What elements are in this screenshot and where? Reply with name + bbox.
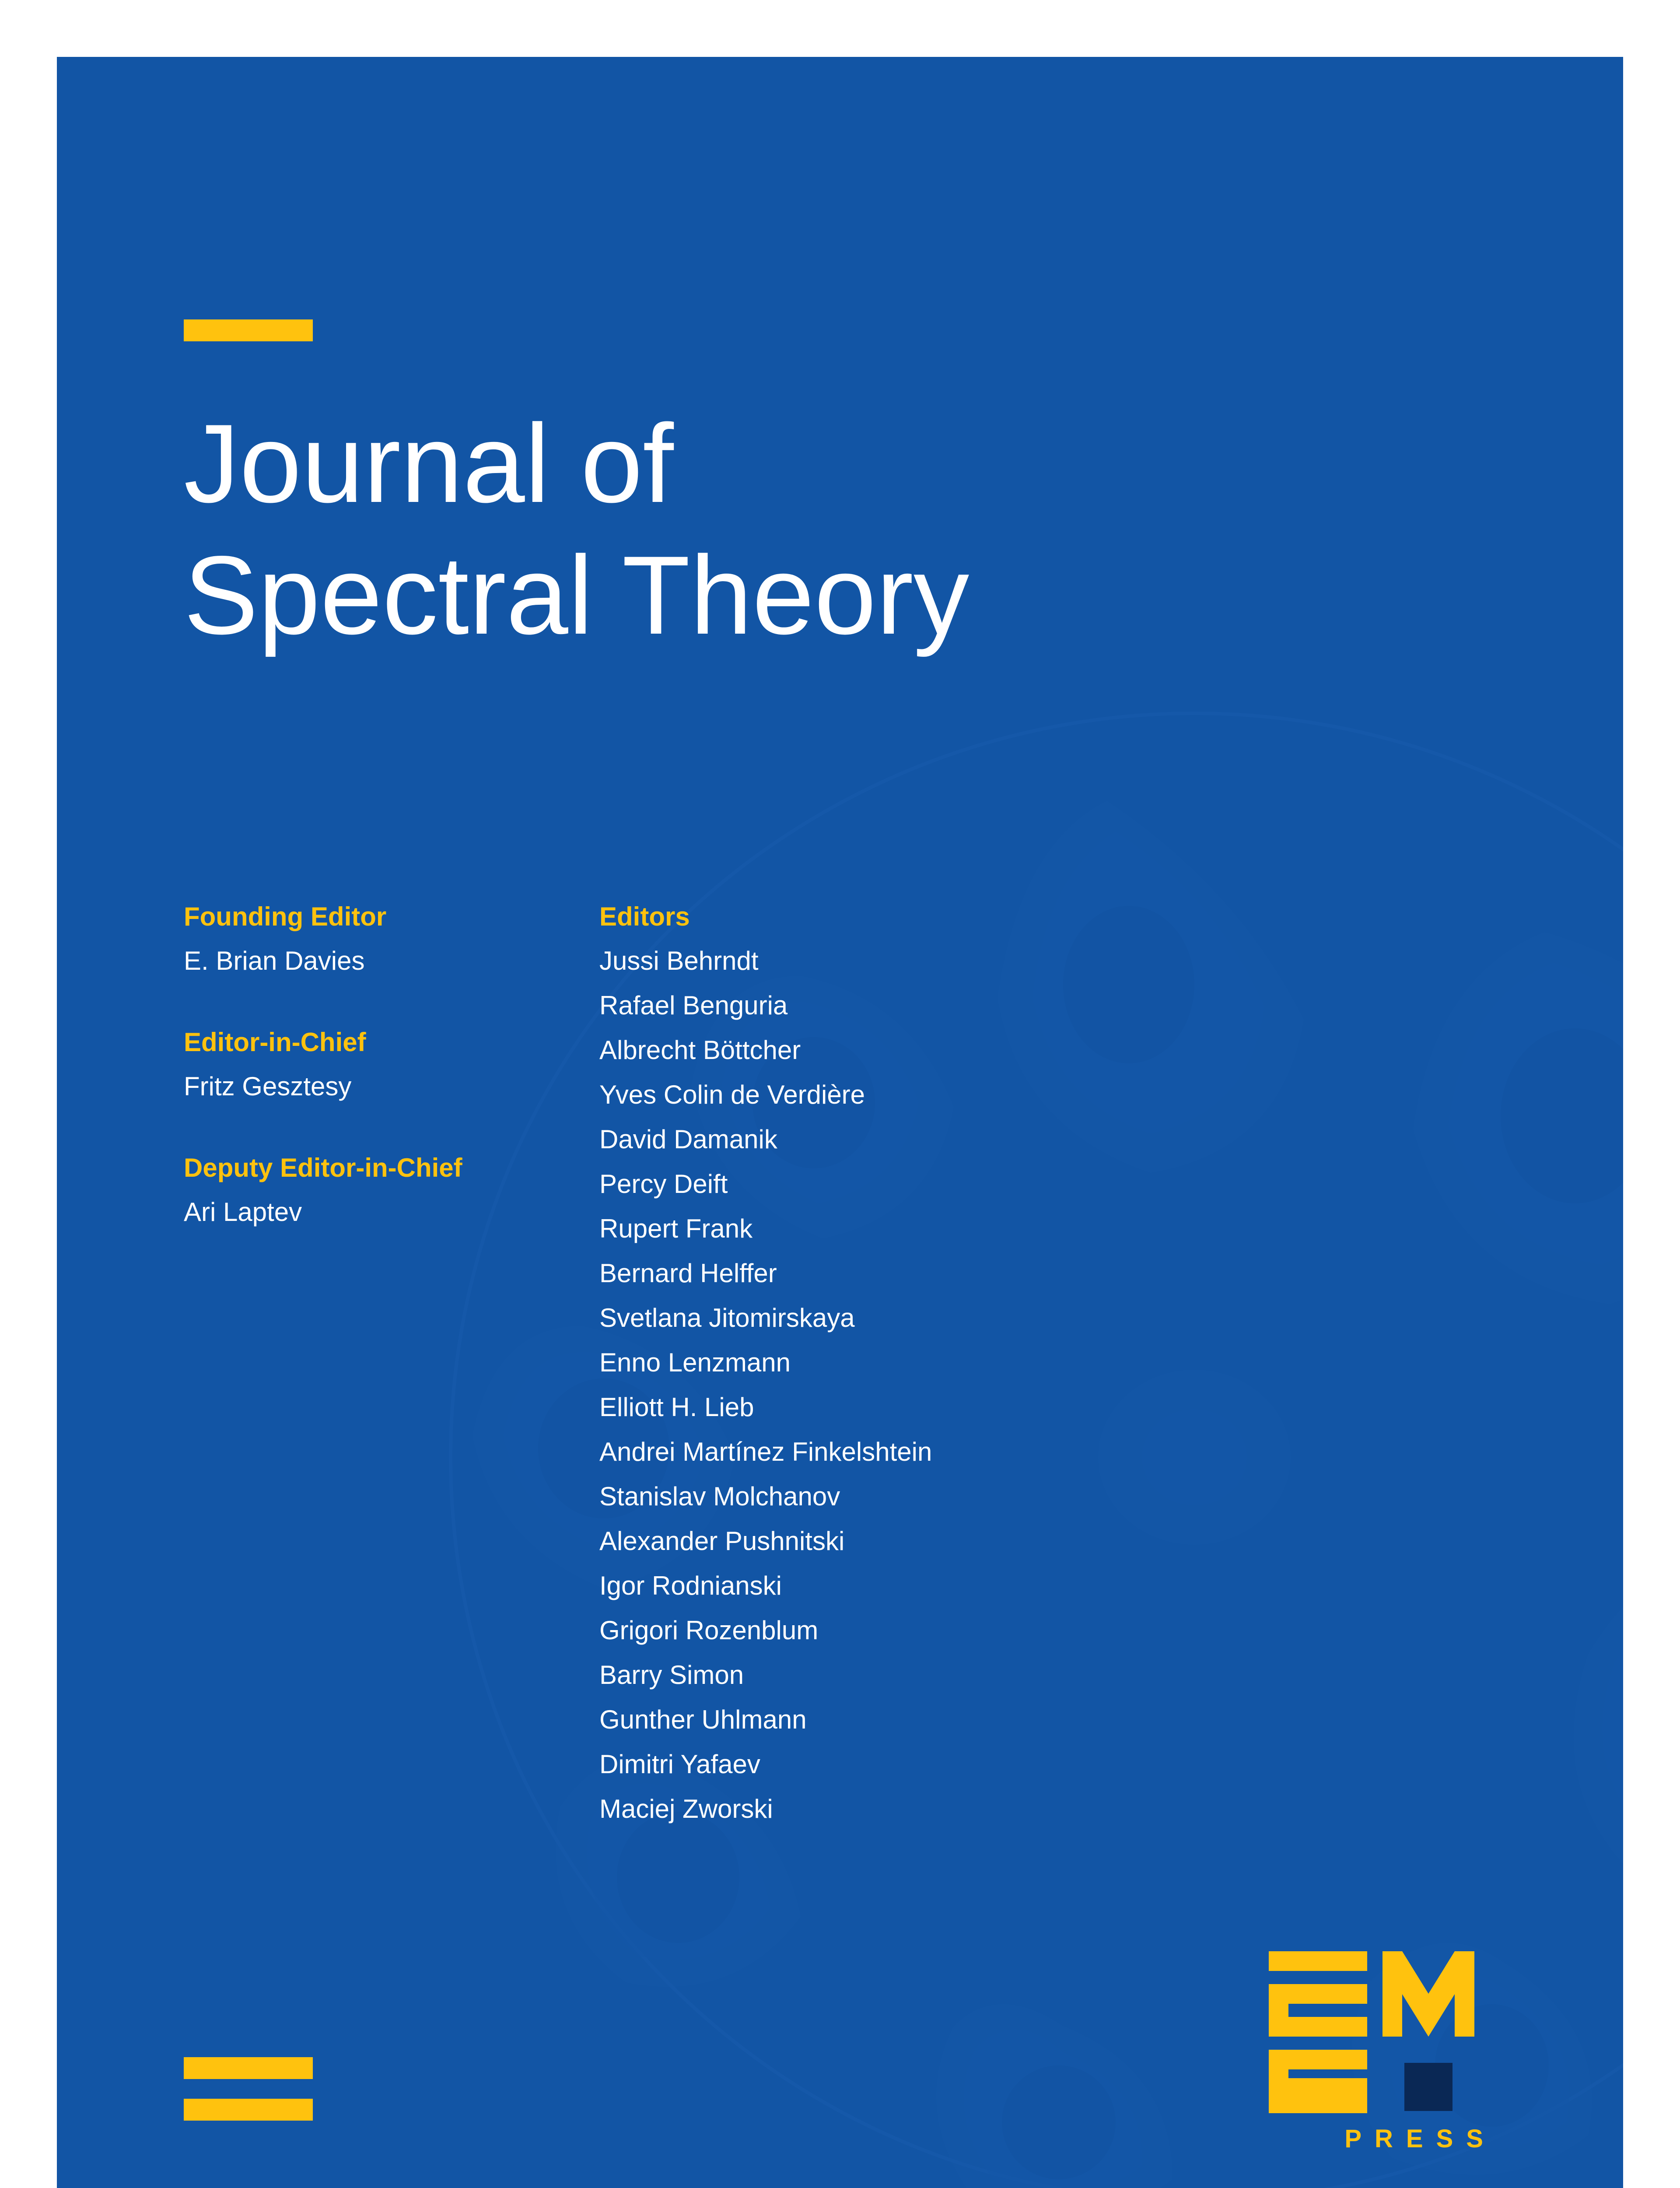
editor-name: Dimitri Yafaev <box>599 1742 932 1787</box>
ems-press-logo: PRESS <box>1269 1951 1496 2153</box>
editor-name: Maciej Zworski <box>599 1787 932 1831</box>
editor-in-chief-section: Editor-in-Chief Fritz Gesztesy <box>184 1027 516 1109</box>
editor-name: Barry Simon <box>599 1653 932 1697</box>
founding-editor-label: Founding Editor <box>184 901 516 932</box>
accent-bar-top <box>184 319 313 341</box>
editor-name: Elliott H. Lieb <box>599 1385 932 1430</box>
editor-name: Gunther Uhlmann <box>599 1697 932 1742</box>
title-line-2: Spectral Theory <box>184 530 969 662</box>
title-line-1: Journal of <box>184 398 969 530</box>
deputy-editor-name: Ari Laptev <box>184 1190 516 1234</box>
editor-name: Percy Deift <box>599 1162 932 1206</box>
editors-label: Editors <box>599 901 932 932</box>
editor-in-chief-name: Fritz Gesztesy <box>184 1064 516 1109</box>
editor-name: Alexander Pushnitski <box>599 1519 932 1564</box>
editorial-right-column: Editors Jussi Behrndt Rafael Benguria Al… <box>599 901 932 1831</box>
editor-name: Svetlana Jitomirskaya <box>599 1296 932 1340</box>
founding-editor-section: Founding Editor E. Brian Davies <box>184 901 516 983</box>
editorial-left-column: Founding Editor E. Brian Davies Editor-i… <box>184 901 516 1831</box>
editor-name: Igor Rodnianski <box>599 1564 932 1608</box>
accent-bar <box>184 2099 313 2121</box>
deputy-editor-section: Deputy Editor-in-Chief Ari Laptev <box>184 1153 516 1234</box>
editor-name: Jussi Behrndt <box>599 939 932 983</box>
deputy-editor-label: Deputy Editor-in-Chief <box>184 1153 516 1183</box>
editor-name: Stanislav Molchanov <box>599 1474 932 1519</box>
editor-name: Albrecht Böttcher <box>599 1028 932 1073</box>
editor-name: Enno Lenzmann <box>599 1340 932 1385</box>
editor-in-chief-label: Editor-in-Chief <box>184 1027 516 1057</box>
editor-name: Rupert Frank <box>599 1206 932 1251</box>
accent-bar <box>184 2057 313 2079</box>
editor-name: David Damanik <box>599 1117 932 1162</box>
ems-logo-mark <box>1269 1951 1496 2113</box>
editors-list: Jussi Behrndt Rafael Benguria Albrecht B… <box>599 939 932 1831</box>
editorial-board: Founding Editor E. Brian Davies Editor-i… <box>184 901 932 1831</box>
equals-accent-mark <box>184 2057 313 2121</box>
editor-name: Grigori Rozenblum <box>599 1608 932 1653</box>
editor-name: Rafael Benguria <box>599 983 932 1028</box>
journal-title: Journal of Spectral Theory <box>184 398 969 662</box>
editor-name: Yves Colin de Verdière <box>599 1073 932 1117</box>
editor-name: Bernard Helffer <box>599 1251 932 1296</box>
founding-editor-name: E. Brian Davies <box>184 939 516 983</box>
journal-cover: Journal of Spectral Theory Founding Edit… <box>57 57 1623 2188</box>
press-text: PRESS <box>1344 2124 1496 2153</box>
editor-name: Andrei Martínez Finkelshtein <box>599 1430 932 1474</box>
